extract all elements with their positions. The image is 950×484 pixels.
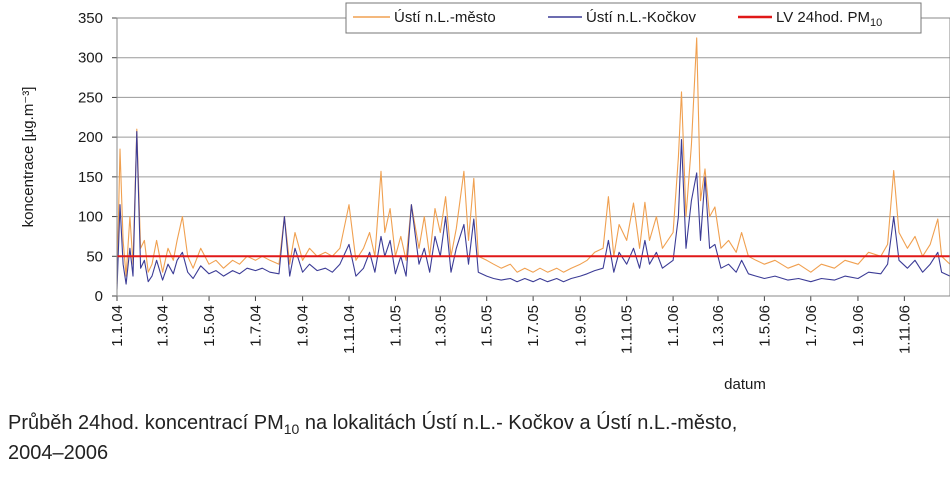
- legend-label-limit-main: LV 24hod. PM: [776, 9, 870, 26]
- legend-label-limit-sub: 10: [870, 17, 882, 29]
- series-line-kockov: [116, 131, 950, 290]
- caption-text-b: na lokalitách Ústí n.L.- Kočkov a Ústí n…: [299, 412, 738, 434]
- x-tick-label: 1.5.05: [479, 305, 496, 347]
- plot-frame: [116, 17, 950, 297]
- series-line-mesto: [116, 37, 950, 285]
- y-axis-label: koncentrace [µg.m⁻³]: [20, 87, 37, 228]
- y-tick-label: 0: [95, 288, 103, 305]
- series-lines: [116, 37, 950, 290]
- legend-label-limit: LV 24hod. PM10: [776, 9, 882, 29]
- x-axis-label: datum: [724, 376, 766, 393]
- x-tick-label: 1.11.06: [896, 305, 913, 354]
- y-axis-ticks: 0 50 100 150 200 250 300 350: [78, 10, 117, 305]
- legend-box: [345, 2, 922, 34]
- x-tick-label: 1.3.05: [432, 305, 449, 347]
- x-tick-label: 1.9.05: [572, 305, 589, 347]
- x-tick-label: 1.9.04: [295, 305, 312, 347]
- y-tick-label: 350: [78, 10, 103, 27]
- caption-text-years: 2004–2006: [8, 442, 109, 464]
- x-tick-label: 1.1.05: [387, 305, 404, 347]
- x-tick-label: 1.3.06: [710, 305, 727, 347]
- chart: 0 50 100 150 200 250 300 350 1.1.04 1.3.04 1.5.04…: [20, 2, 950, 393]
- gridlines: [117, 17, 950, 297]
- x-tick-label: 1.11.04: [341, 305, 358, 354]
- x-tick-label: 1.7.05: [525, 305, 542, 347]
- y-tick-label: 300: [78, 50, 103, 67]
- x-tick-label: 1.7.06: [803, 305, 820, 347]
- legend-label-kockov: Ústí n.L.-Kočkov: [586, 9, 697, 26]
- x-tick-label: 1.9.06: [850, 305, 867, 347]
- legend: Ústí n.L.-město Ústí n.L.-Kočkov LV 24ho…: [345, 2, 922, 34]
- x-tick-label: 1.11.05: [619, 305, 636, 354]
- x-tick-label: 1.1.04: [109, 305, 126, 347]
- x-tick-label: 1.5.06: [756, 305, 773, 347]
- figure-caption: Průběh 24hod. koncentrací PM10 na lokali…: [8, 411, 938, 465]
- y-tick-label: 150: [78, 169, 103, 186]
- x-axis-ticks: 1.1.04 1.3.04 1.5.04 1.7.04 1.9.04 1.11.04 1.1…: [109, 296, 913, 354]
- caption-subscript: 10: [283, 421, 300, 437]
- x-tick-label: 1.3.04: [155, 305, 172, 347]
- x-tick-label: 1.5.04: [201, 305, 218, 347]
- y-tick-label: 100: [78, 209, 103, 226]
- y-tick-label: 200: [78, 129, 103, 146]
- x-tick-label: 1.1.06: [665, 305, 682, 347]
- y-tick-label: 250: [78, 89, 103, 106]
- legend-label-mesto: Ústí n.L.-město: [394, 9, 496, 26]
- x-tick-label: 1.7.04: [247, 305, 264, 347]
- y-tick-label: 50: [86, 248, 103, 265]
- caption-text-a: Průběh 24hod. koncentrací PM: [8, 412, 284, 434]
